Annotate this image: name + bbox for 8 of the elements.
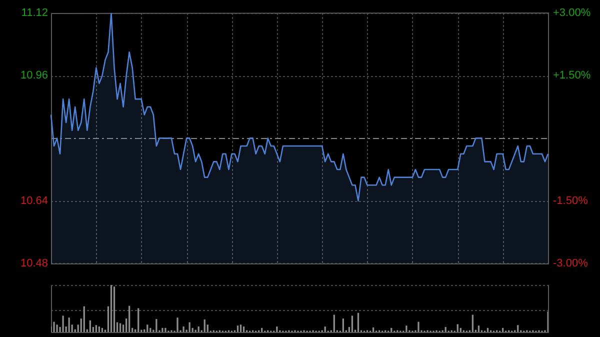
y-tick-label: 10.96 xyxy=(20,70,48,82)
y2-tick-label: -1.50% xyxy=(553,194,588,207)
y2-tick-label: +3.00% xyxy=(553,7,591,20)
y2-tick-label: -3.00% xyxy=(553,257,588,270)
y2-tick-label: +1.50% xyxy=(553,70,591,82)
y-tick-label: 10.64 xyxy=(20,194,48,207)
y-tick-label: 10.48 xyxy=(20,257,48,270)
y-tick-label: 11.12 xyxy=(21,7,48,20)
